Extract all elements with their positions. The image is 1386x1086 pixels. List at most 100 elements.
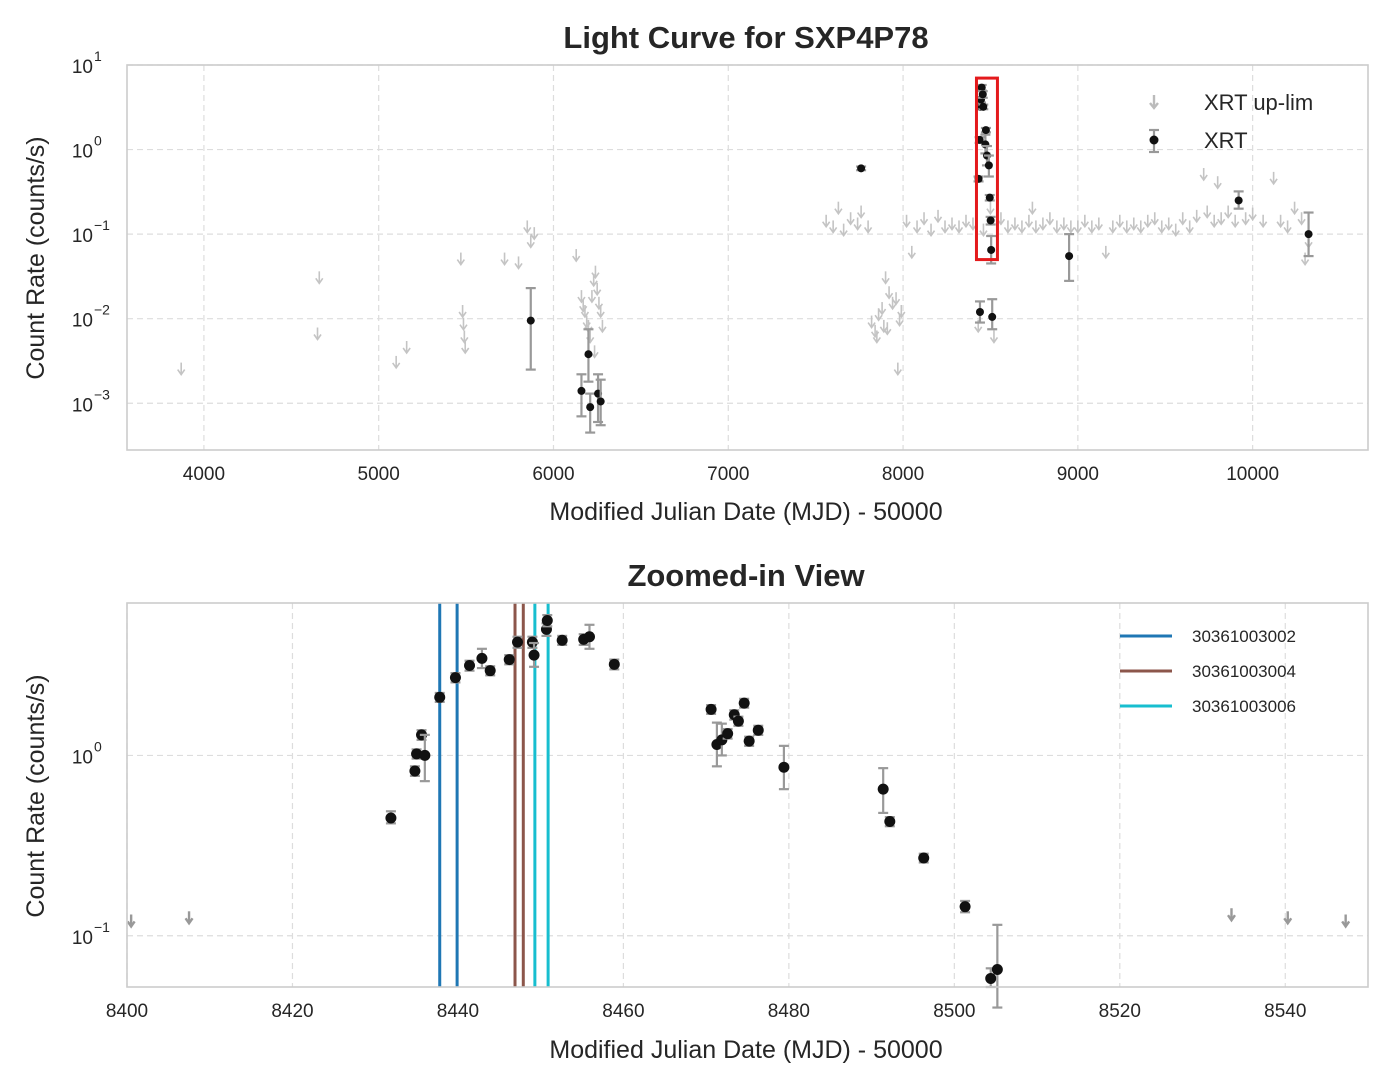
detection-point — [722, 727, 734, 740]
upper-limit-arrow — [1290, 201, 1299, 216]
upper-limit-arrow — [1227, 908, 1236, 923]
upper-limit-arrow — [926, 223, 936, 238]
upper-limit-arrow — [1150, 212, 1159, 226]
upper-limit-arrow — [1003, 220, 1013, 234]
upper-limit-arrow — [989, 330, 999, 344]
upper-limit-arrow — [1213, 176, 1222, 190]
upper-limit-arrow — [460, 330, 469, 344]
upper-limit-arrow — [1171, 223, 1180, 238]
upper-limit-arrow — [458, 304, 467, 319]
upper-limit-arrow — [863, 220, 873, 234]
light-curve-panel: Light Curve for SXP4P78 4000 5000 6000 7000… — [22, 20, 1369, 526]
upper-limit-arrow — [881, 271, 890, 285]
y-tick-exponent: 0 — [94, 133, 102, 149]
x-tick-label: 8400 — [106, 1001, 148, 1022]
zoomed-panel: Zoomed-in View 8400 8420 8440 8460 8480 8500 8… — [22, 558, 1369, 1064]
legend-label-uplim: XRT up-lim — [1204, 90, 1313, 115]
upper-limit-arrow — [392, 355, 401, 370]
x-tick-label: 9000 — [1057, 464, 1099, 485]
upper-limit-arrow — [912, 220, 922, 234]
detection-point — [585, 392, 596, 434]
legend-label: 30361003002 — [1192, 627, 1296, 646]
upper-limit-arrow — [1164, 217, 1173, 231]
upper-limit-arrow — [580, 304, 590, 319]
upper-limit-arrow — [456, 252, 466, 266]
upper-limit-arrow — [954, 220, 964, 234]
detection-point — [732, 715, 744, 727]
upper-limit-arrow — [839, 223, 848, 238]
upper-limit-arrow — [577, 290, 586, 304]
plot-frame — [126, 602, 1369, 988]
detection-point — [985, 215, 996, 226]
detection-point — [983, 154, 994, 178]
data-layer — [177, 76, 1314, 434]
upper-limit-arrow — [1052, 220, 1062, 234]
x-tick-label: 5000 — [358, 464, 400, 485]
upper-limit-arrow — [402, 341, 411, 355]
upper-limit-arrow — [177, 362, 186, 376]
upper-limit-arrow — [596, 304, 605, 319]
x-axis-ticks: 8400 8420 8440 8460 8480 8500 8520 8540 — [106, 1001, 1307, 1022]
y-tick-label: 10 — [72, 226, 93, 247]
detection-point — [608, 658, 620, 671]
upper-limit-arrow — [315, 271, 324, 285]
detection-point — [1303, 211, 1314, 258]
detection-point — [705, 703, 717, 715]
upper-limit-arrow — [1217, 212, 1226, 226]
upper-limit-arrow — [1192, 209, 1201, 224]
upper-limit-arrow — [1115, 214, 1124, 229]
chart-title: Light Curve for SXP4P78 — [563, 20, 928, 55]
upper-limit-arrow — [1136, 220, 1145, 234]
y-tick-exponent: −1 — [94, 217, 110, 233]
upper-limit-arrow — [1038, 217, 1048, 231]
upper-limit-arrow — [514, 256, 523, 270]
upper-limit-arrow — [1241, 212, 1250, 226]
upper-limit-arrow — [940, 220, 950, 234]
upper-limit-arrow — [184, 911, 194, 926]
upper-limit-arrow — [979, 223, 988, 238]
x-tick-label: 8540 — [1264, 1001, 1306, 1022]
upper-limit-arrow — [961, 214, 971, 229]
x-tick-label: 6000 — [532, 464, 574, 485]
legend: 30361003002 30361003004 30361003006 — [1120, 627, 1296, 716]
upper-limit-arrow — [1094, 217, 1103, 231]
upper-limit-arrow — [1231, 214, 1240, 229]
upper-limit-arrow — [593, 282, 602, 297]
upper-limit-arrow — [126, 914, 136, 929]
detection-point — [978, 102, 989, 111]
upper-limit-arrow — [872, 330, 881, 344]
upper-limit-arrow — [1066, 220, 1076, 234]
legend-detection-marker-icon — [1149, 128, 1159, 154]
upper-limit-arrow — [461, 341, 470, 355]
detection-point — [541, 613, 553, 628]
x-tick-label: 8420 — [271, 1001, 313, 1022]
upper-limit-arrow — [1341, 914, 1351, 929]
detection-point — [884, 816, 896, 828]
detection-point — [595, 378, 606, 427]
x-axis-label: Modified Julian Date (MJD) - 50000 — [549, 1036, 942, 1064]
x-axis-label: Modified Julian Date (MJD) - 50000 — [549, 498, 942, 526]
upper-limit-arrow — [1283, 220, 1292, 234]
x-tick-label: 10000 — [1226, 464, 1279, 485]
upper-limit-arrow — [821, 214, 831, 229]
upper-limit-arrow — [1210, 214, 1219, 229]
y-tick-label: 10 — [72, 57, 93, 78]
highlight-box — [974, 76, 999, 262]
chart-title: Zoomed-in View — [627, 558, 865, 593]
data-layer — [126, 613, 1351, 1009]
upper-limit-arrow — [888, 296, 897, 311]
upper-limit-arrow — [1129, 217, 1138, 231]
upper-limit-arrow — [879, 319, 888, 334]
x-tick-label: 8480 — [768, 1001, 810, 1022]
detection-point — [512, 635, 524, 649]
x-tick-label: 4000 — [183, 464, 225, 485]
x-tick-label: 8000 — [882, 464, 924, 485]
upper-limit-arrow — [828, 220, 838, 234]
upper-limit-arrow — [1258, 214, 1268, 229]
legend-label: 30361003006 — [1192, 697, 1296, 716]
x-tick-label: 8440 — [437, 1001, 479, 1022]
upper-limit-arrow — [834, 201, 843, 216]
